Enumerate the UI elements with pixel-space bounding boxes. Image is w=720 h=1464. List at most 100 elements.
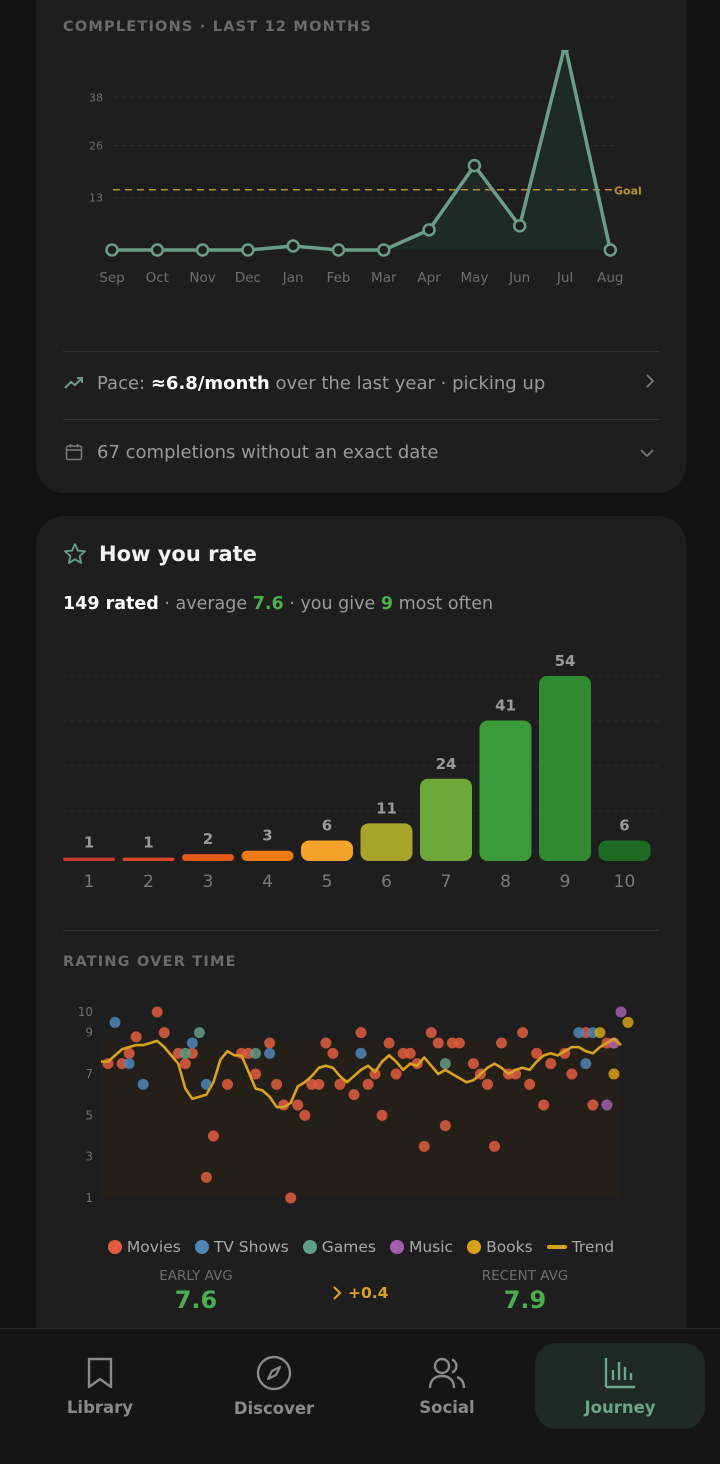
y-tick-label: 51 [89, 50, 103, 52]
scatter-point [580, 1058, 592, 1070]
scatter-point [285, 1192, 297, 1204]
chart-legend: Movies TV Shows Games Music Books Trend [36, 1238, 686, 1256]
scatter-point [531, 1047, 543, 1059]
calendar-icon [63, 441, 85, 463]
scatter-point [320, 1037, 332, 1049]
bar [182, 854, 234, 861]
bar-chart-icon [604, 1357, 635, 1388]
data-point [603, 243, 618, 257]
divider [63, 419, 659, 420]
bar-value-label: 24 [436, 755, 457, 773]
scatter-point [355, 1027, 367, 1039]
scatter-point [355, 1047, 367, 1059]
scatter-point [594, 1027, 606, 1039]
y-tick-label: 13 [89, 192, 103, 205]
bar-value-label: 2 [203, 830, 213, 848]
bar [479, 720, 532, 861]
legend-label: Trend [571, 1238, 615, 1256]
data-point [467, 158, 482, 173]
scatter-point [193, 1027, 205, 1039]
legend-swatch [107, 1240, 122, 1254]
pace-row[interactable]: Pace: ≈6.8/month over the last year · pi… [63, 363, 659, 403]
recent-avg: RECENT AVG 7.9 [481, 1268, 569, 1314]
data-point [377, 243, 391, 257]
scatter-point [601, 1099, 613, 1111]
x-tick-label: Dec [235, 270, 261, 286]
x-tick-label: 10 [614, 872, 636, 892]
nav-social[interactable]: Social [362, 1343, 532, 1429]
legend-label: TV Shows [213, 1238, 289, 1256]
bar-value-label: 6 [619, 816, 629, 834]
scatter-point [207, 1130, 219, 1142]
y-tick-label: 9 [85, 1026, 93, 1040]
star-icon [64, 543, 86, 564]
scatter-point [524, 1078, 536, 1090]
rating-over-time-label: RATING OVER TIME [63, 954, 237, 970]
scatter-point [158, 1027, 170, 1039]
bar [63, 857, 115, 861]
trend-line [101, 1037, 622, 1109]
scatter-point [200, 1078, 212, 1090]
bar [539, 676, 591, 861]
scatter-point [566, 1068, 578, 1080]
scatter-point [151, 1006, 163, 1018]
rating-over-time-chart: 1 3 5 7 9 10 [78, 1005, 634, 1205]
y-tick-label: 3 [85, 1150, 93, 1164]
x-tick-label: 7 [441, 872, 452, 892]
scatter-point [432, 1037, 444, 1049]
legend-label: Games [321, 1238, 376, 1256]
y-tick-label: 5 [85, 1108, 93, 1122]
scatter-point [271, 1078, 283, 1090]
scatter-point [418, 1140, 430, 1152]
legend-label: Books [486, 1238, 533, 1256]
legend-item: Movies [107, 1238, 181, 1256]
scatter-point [467, 1058, 479, 1070]
x-tick-label: Jul [556, 270, 573, 286]
x-tick-label: Feb [327, 270, 351, 286]
scatter-point [250, 1047, 262, 1059]
y-tick-label: 7 [85, 1067, 93, 1081]
scatter-point [109, 1016, 121, 1028]
scatter-point [545, 1058, 557, 1070]
x-tick-label: 6 [381, 872, 392, 892]
scatter-point [489, 1140, 501, 1152]
scatter-point [221, 1078, 233, 1090]
data-point [195, 243, 210, 257]
scatter-point [453, 1037, 465, 1049]
nav-discover[interactable]: Discover [189, 1343, 359, 1429]
y-tick-label: 26 [89, 139, 103, 152]
bar-value-label: 1 [143, 834, 153, 852]
scatter-point [250, 1068, 262, 1080]
scatter-point [622, 1016, 634, 1028]
scatter-point [496, 1037, 508, 1049]
x-tick-label: Oct [146, 270, 169, 286]
x-tick-label: Jun [508, 270, 530, 286]
legend-item: TV Shows [194, 1238, 289, 1256]
nav-library[interactable]: Library [15, 1343, 185, 1429]
undated-row[interactable]: 67 completions without an exact date [63, 432, 659, 472]
scatter-point [383, 1037, 395, 1049]
scatter-point [313, 1078, 325, 1090]
bar-value-label: 54 [555, 652, 576, 670]
pace-text: Pace: ≈6.8/month over the last year · pi… [97, 372, 546, 394]
scatter-point [573, 1027, 585, 1039]
chevron-right-icon [645, 373, 655, 394]
legend-label: Music [408, 1238, 454, 1256]
bookmark-icon [87, 1357, 113, 1388]
bar-value-label: 6 [322, 816, 332, 834]
nav-journey[interactable]: Journey [535, 1343, 705, 1429]
x-tick-label: Apr [417, 270, 441, 286]
completions-line-chart: 13 26 38 51 Goal Sep Oct Nov Dec Jan Feb Mar Apr May J… [89, 50, 642, 286]
x-tick-label: 4 [262, 872, 273, 892]
x-tick-label: 5 [322, 872, 333, 892]
bar [241, 850, 294, 861]
compass-icon [256, 1355, 292, 1390]
data-point [241, 243, 255, 257]
x-tick-label: 3 [203, 872, 214, 892]
data-point [105, 243, 119, 257]
data-point [512, 219, 527, 233]
data-point [560, 50, 570, 52]
x-tick-label: Aug [597, 270, 623, 286]
scatter-point [481, 1078, 493, 1090]
